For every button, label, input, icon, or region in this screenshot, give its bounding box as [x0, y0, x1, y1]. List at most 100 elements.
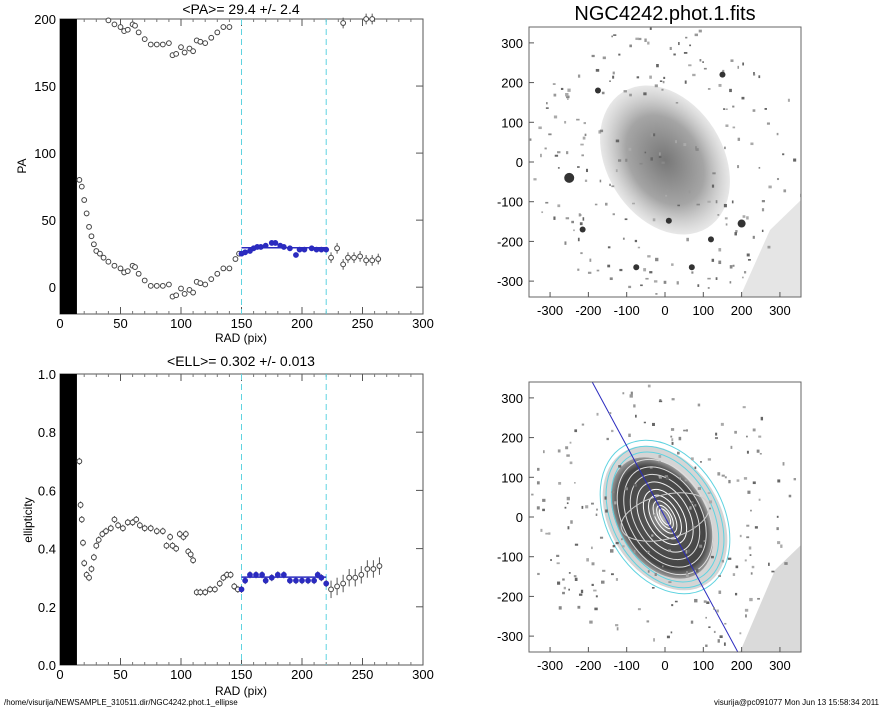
noise-pixel [586, 558, 589, 562]
noise-pixel [621, 538, 623, 541]
noise-pixel [601, 580, 605, 584]
pa-y-axis-label: PA [15, 158, 29, 173]
data-point [81, 197, 88, 203]
noise-pixel [565, 446, 569, 450]
ell-y-axis-label: ellipticity [21, 497, 35, 542]
noise-pixel [566, 454, 570, 457]
saturated-inner-region [60, 374, 77, 665]
noise-pixel [611, 185, 615, 188]
noise-pixel [591, 502, 594, 505]
y-tick-label: 200 [501, 76, 523, 91]
x-tick-label: 150 [231, 667, 253, 682]
y-tick-label: -200 [497, 589, 523, 604]
noise-pixel [684, 80, 687, 84]
noise-pixel [703, 600, 707, 603]
x-tick-label: 100 [170, 316, 192, 331]
noise-pixel [758, 75, 761, 79]
data-point [163, 542, 170, 549]
noise-pixel [653, 638, 655, 642]
noise-pixel [747, 490, 751, 494]
noise-pixel [724, 622, 727, 625]
noise-pixel [574, 577, 578, 581]
noise-pixel [628, 147, 632, 151]
noise-pixel [768, 185, 772, 189]
noise-pixel [691, 526, 696, 529]
noise-pixel [615, 578, 619, 581]
y-tick-label: -300 [497, 274, 523, 289]
noise-pixel [583, 122, 586, 125]
noise-pixel [666, 635, 670, 639]
data-point [211, 586, 218, 593]
noise-pixel [596, 412, 599, 416]
noise-pixel [589, 620, 593, 624]
noise-pixel [734, 430, 737, 434]
data-point [173, 545, 180, 552]
noise-pixel [612, 213, 615, 216]
noise-pixel [625, 158, 628, 162]
isophote-contours [591, 382, 739, 652]
noise-pixel [552, 83, 556, 85]
noise-pixel [647, 255, 651, 258]
noise-pixel [558, 481, 562, 485]
noise-pixel [750, 509, 752, 512]
noise-pixel [737, 165, 740, 169]
data-point [272, 240, 279, 246]
noise-pixel [723, 108, 726, 110]
data-point [107, 525, 114, 532]
noise-pixel [719, 635, 723, 639]
noise-pixel [766, 122, 770, 125]
noise-pixel [711, 258, 715, 262]
noise-pixel [654, 514, 657, 517]
ell-x-axis-label: RAD (pix) [215, 684, 267, 698]
noise-pixel [611, 491, 615, 494]
noise-pixel [618, 465, 622, 468]
data-point [103, 528, 109, 535]
noise-pixel [585, 505, 589, 509]
noise-pixel [715, 200, 718, 204]
data-point [117, 265, 124, 272]
data-point [173, 292, 180, 299]
noise-pixel [658, 454, 662, 458]
noise-pixel [737, 65, 740, 69]
data-point [178, 285, 184, 292]
noise-pixel [707, 492, 711, 494]
y-tick-label: 0.0 [38, 658, 56, 673]
noise-pixel [655, 257, 659, 262]
data-point [141, 36, 148, 43]
data-point [88, 566, 95, 572]
data-point [117, 24, 124, 30]
data-point [369, 257, 376, 264]
noise-pixel [788, 494, 792, 498]
noise-pixel [776, 515, 779, 518]
noise-pixel [695, 148, 699, 151]
noise-pixel [567, 98, 569, 100]
noise-pixel [545, 107, 549, 109]
noise-pixel [712, 172, 716, 175]
data-point [135, 270, 142, 277]
data-point [340, 261, 347, 268]
pa-plot-title: <PA>= 29.4 +/- 2.4 [182, 1, 299, 17]
noise-pixel [746, 450, 749, 454]
data-point [369, 16, 376, 22]
noise-pixel [705, 616, 707, 619]
noise-pixel [761, 229, 764, 233]
data-point [202, 40, 209, 47]
noise-pixel [737, 137, 741, 141]
noise-pixel [713, 607, 715, 610]
data-point [262, 577, 269, 584]
edge-noise-band [740, 200, 801, 297]
noise-pixel [732, 126, 736, 129]
noise-pixel [691, 500, 694, 504]
noise-pixel [573, 575, 577, 578]
data-point [159, 528, 166, 535]
noise-pixel [694, 466, 697, 469]
y-tick-label: 300 [501, 391, 523, 406]
data-point [208, 276, 215, 283]
noise-pixel [707, 200, 711, 203]
noise-pixel [673, 53, 676, 56]
noise-pixel [622, 545, 625, 548]
noise-pixel [739, 534, 742, 538]
noise-pixel [683, 51, 688, 54]
noise-pixel [629, 93, 632, 97]
noise-pixel [718, 248, 722, 252]
